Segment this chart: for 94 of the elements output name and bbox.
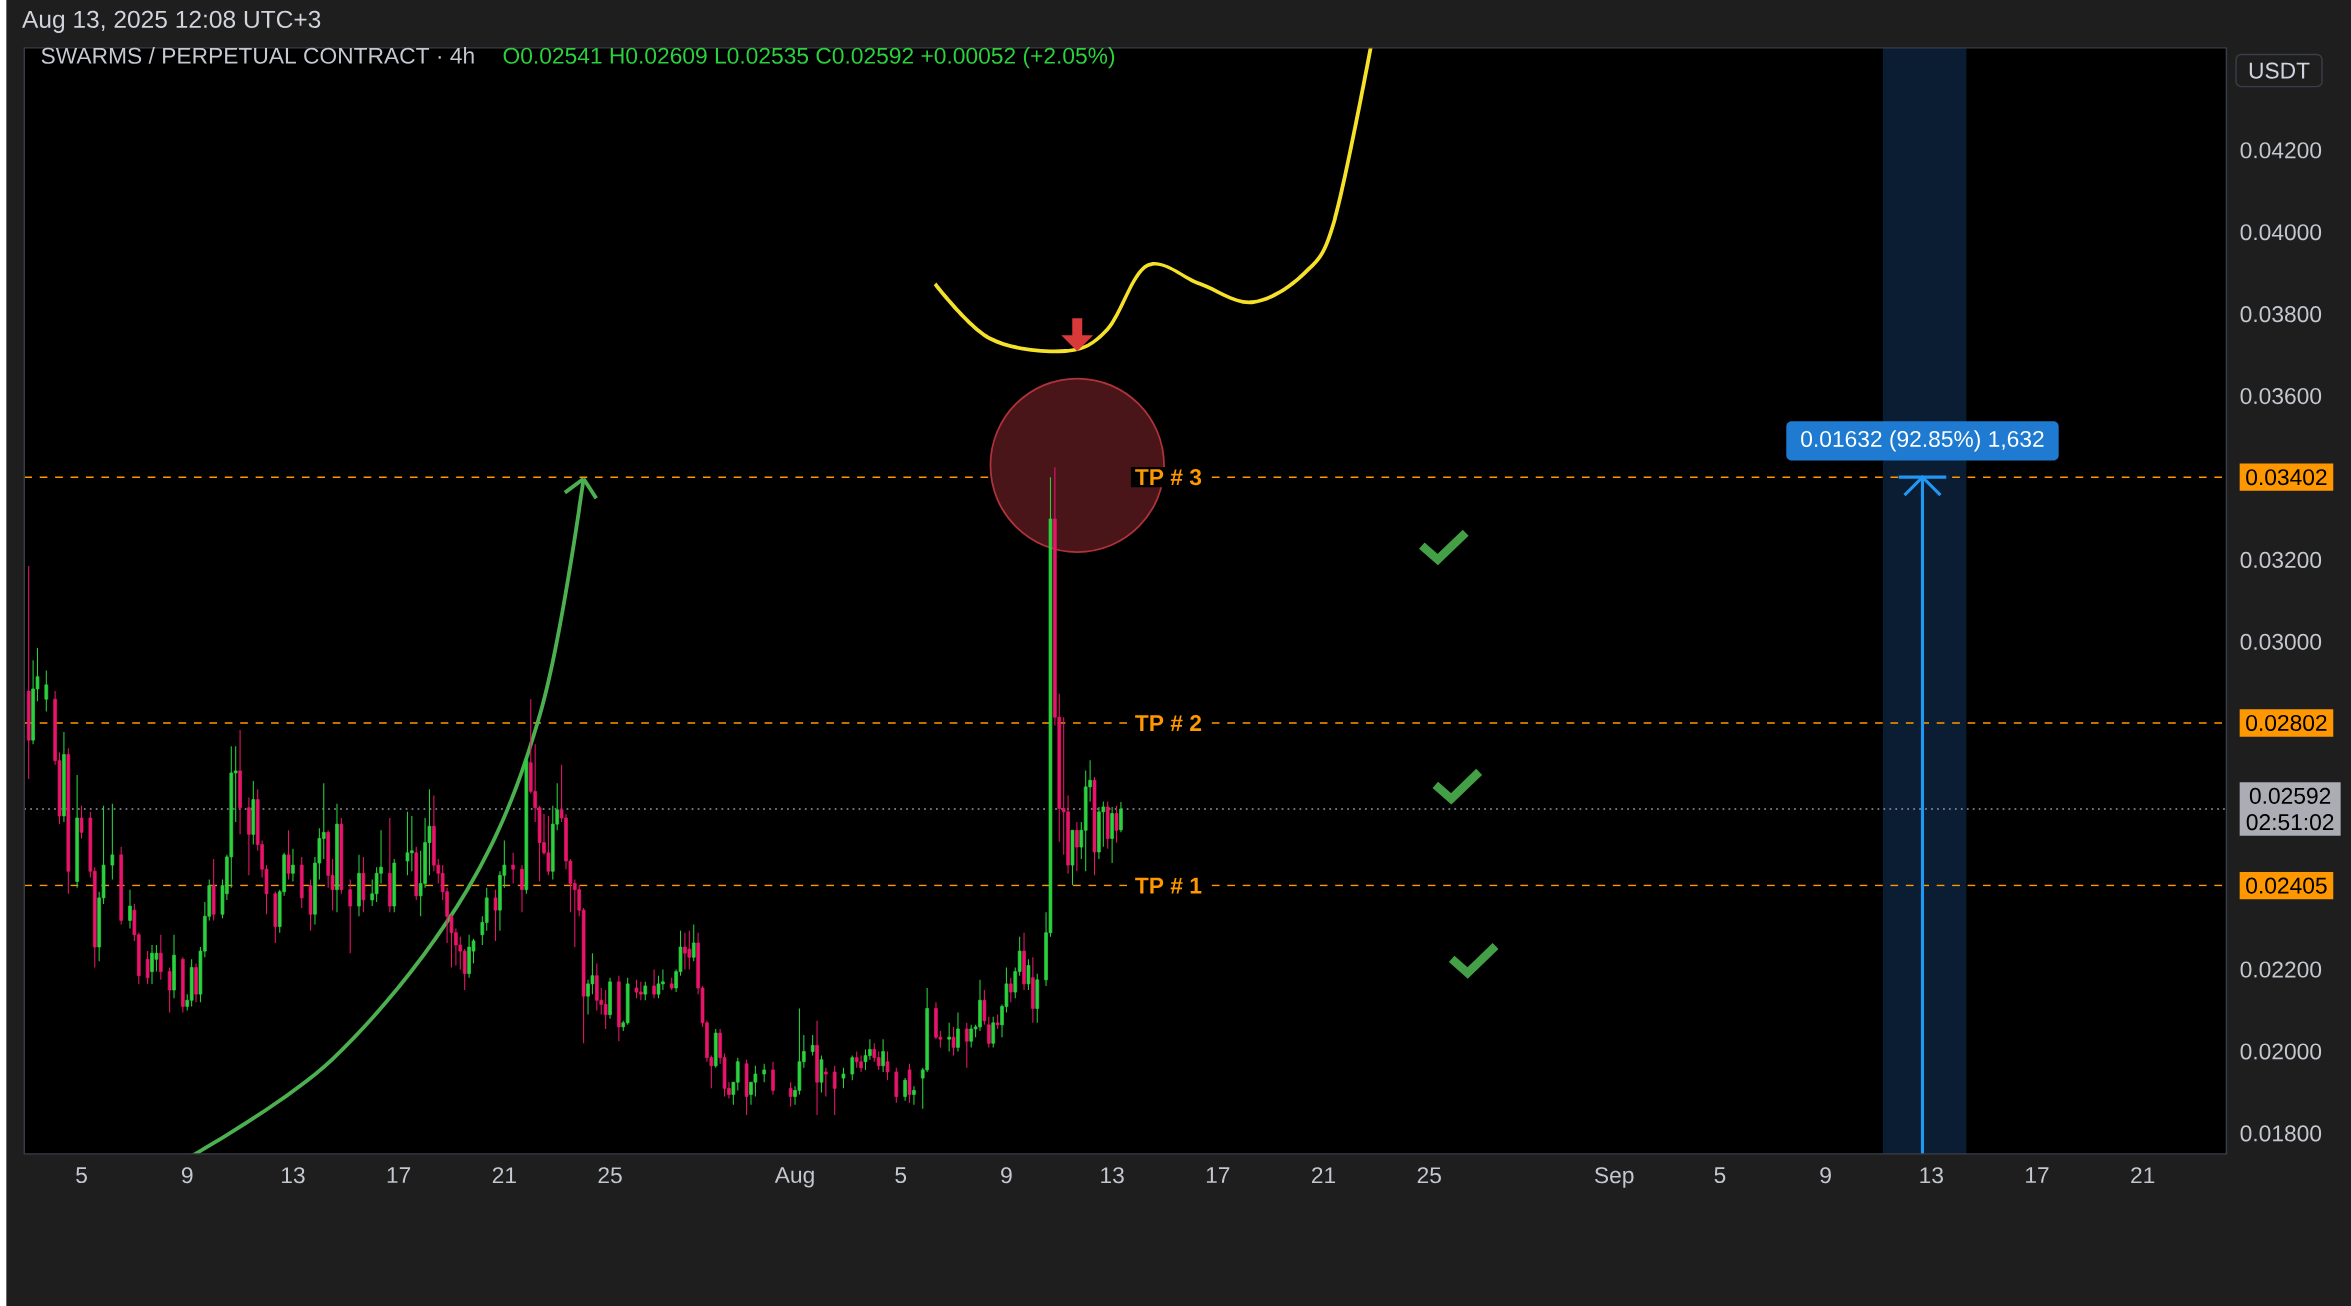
ref-line-label: TP # 2 (1135, 714, 1202, 731)
candlestick (885, 1050, 890, 1081)
candlestick (520, 864, 524, 913)
y-tick-label: 0.01800 (2240, 1125, 2322, 1142)
candlestick (903, 1077, 907, 1101)
candlestick (321, 782, 326, 860)
x-tick-label: 13 (282, 1166, 305, 1184)
candlestick (159, 933, 163, 981)
candlestick (788, 1081, 793, 1108)
candlestick (634, 979, 639, 999)
candlestick (691, 923, 696, 962)
candlestick (643, 981, 648, 1001)
candlestick (291, 847, 295, 882)
x-tick-label: 9 (1001, 1166, 1012, 1184)
text: Aug 13, 2025 12:08 UTC+3 (22, 10, 321, 33)
candlestick (872, 1042, 877, 1063)
x-tick-label: 9 (181, 1166, 193, 1184)
x-tick-label: 13 (1101, 1166, 1124, 1184)
candlestick (286, 829, 291, 880)
candlestick (1009, 976, 1013, 1003)
candlestick (79, 804, 84, 839)
candlestick (603, 989, 608, 1030)
y-axis-title: USDT (2249, 62, 2310, 79)
candlestick (947, 1022, 951, 1052)
candlestick (881, 1038, 885, 1073)
y-tick-label: 0.04000 (2240, 223, 2322, 241)
candlestick (850, 1054, 855, 1081)
candlestick (991, 1015, 996, 1048)
candlestick (1119, 801, 1123, 833)
candlestick (110, 802, 115, 880)
y-tick-label: 0.04200 (2240, 142, 2322, 159)
candlestick (128, 888, 132, 929)
chart-title: SWARMS / PERPETUAL CONTRACT · 4h (41, 46, 474, 64)
candlestick (348, 878, 352, 954)
candlestick (1114, 804, 1119, 843)
candlestick (762, 1063, 766, 1083)
candlestick (145, 950, 150, 985)
x-tick-label: 17 (1206, 1166, 1230, 1183)
x-tick-label: 5 (1714, 1166, 1726, 1183)
y-tick-label: 0.02802 (2246, 714, 2327, 731)
ref-line-label: TP # 1 (1135, 877, 1202, 894)
candlestick (687, 929, 692, 970)
candlestick (753, 1065, 758, 1097)
candlestick (824, 1067, 828, 1097)
candlestick (683, 931, 687, 970)
annotation: 0.01632 (92.85%) 1,632 (1801, 430, 2044, 452)
candlestick (154, 944, 159, 972)
y-tick-label: 0.03600 (2240, 387, 2322, 404)
candlestick (735, 1056, 740, 1091)
candlestick (44, 669, 49, 712)
x-tick-label: 25 (598, 1166, 622, 1184)
y-tick-label: 0.03200 (2240, 551, 2322, 568)
x-tick-label: Sep (1594, 1166, 1634, 1188)
candlestick (167, 966, 172, 1013)
y-tick-label: 0.03402 (2246, 468, 2327, 485)
y-tick-label: 0.02405 (2246, 877, 2327, 894)
candlestick (859, 1054, 863, 1073)
y-tick-label: 0.02592 02:51:02 (2246, 787, 2334, 830)
candlestick (771, 1060, 775, 1095)
candlestick (841, 1067, 846, 1089)
candlestick (546, 815, 551, 876)
ref-line-label: TP # 3 (1135, 468, 1202, 486)
candlestick (819, 1054, 824, 1093)
candlestick (511, 852, 515, 884)
x-tick-label: 5 (895, 1166, 907, 1183)
x-tick-label: 17 (2026, 1166, 2049, 1183)
candlestick (493, 888, 498, 942)
candlestick (951, 1026, 956, 1056)
x-tick-label: 21 (2131, 1166, 2155, 1183)
candlestick (652, 968, 656, 999)
y-tick-label: 0.02000 (2240, 1043, 2322, 1060)
x-tick-label: 25 (1417, 1166, 1441, 1184)
candlestick (810, 1034, 815, 1056)
x-tick-label: 21 (492, 1166, 516, 1183)
x-tick-label: 5 (76, 1166, 87, 1183)
y-tick-label: 0.03800 (2240, 305, 2322, 322)
candlestick (956, 1011, 960, 1052)
x-tick-label: 17 (387, 1166, 411, 1183)
candlestick (462, 948, 467, 991)
x-tick-label: 13 (1920, 1166, 1943, 1184)
candlestick (964, 1022, 969, 1069)
x-tick-label: 9 (1820, 1166, 1831, 1184)
candlestick (876, 1050, 881, 1071)
x-tick-label: Aug (774, 1166, 814, 1188)
candlestick (1026, 958, 1031, 991)
x-tick-label: 21 (1312, 1166, 1336, 1183)
candlestick (656, 974, 661, 999)
y-tick-label: 0.02200 (2240, 961, 2322, 978)
candlestick (405, 811, 410, 876)
y-tick-label: 0.03000 (2240, 633, 2322, 650)
candlestick (1075, 821, 1079, 872)
chart-subtitle: O0.02541 H0.02609 L0.02535 C0.02592 +0.00052 (+2.05%) (503, 46, 1115, 69)
candlestick (912, 1085, 916, 1106)
candlestick (832, 1065, 837, 1116)
